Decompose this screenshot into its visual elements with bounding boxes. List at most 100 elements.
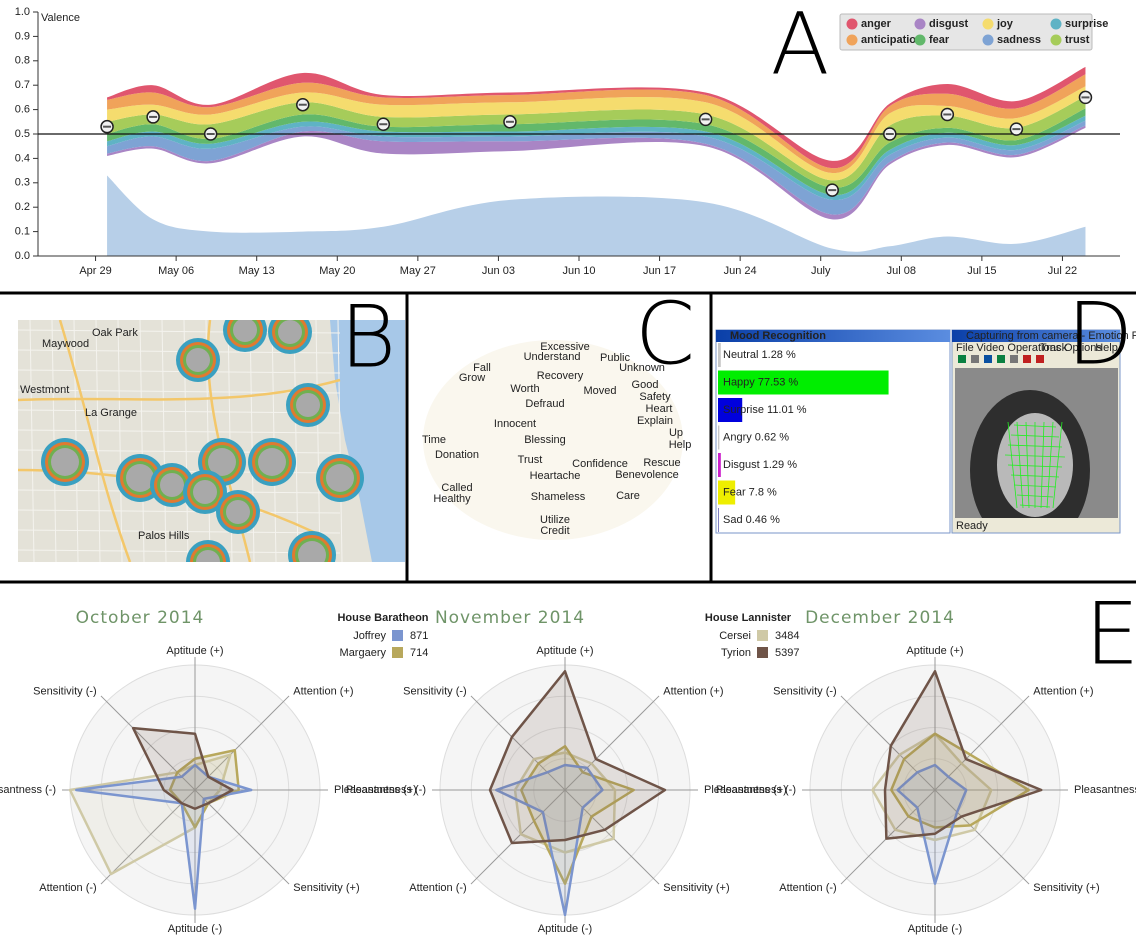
legend-total: 3484 (775, 630, 799, 642)
radar-axis-label: Sensitivity (+) (1033, 882, 1099, 894)
legend-total: 5397 (775, 647, 799, 659)
cloud-word: Explain (637, 415, 673, 427)
cloud-word: Defraud (525, 398, 564, 410)
panel-label: D (1067, 285, 1133, 385)
x-tick-label: Jun 10 (562, 265, 595, 277)
x-tick-label: May 20 (319, 265, 355, 277)
radar-axis-label: Aptitude (+) (536, 645, 593, 657)
cluster-core (326, 464, 354, 492)
cloud-word: Time (422, 434, 446, 446)
toolbar-button[interactable] (1023, 355, 1031, 363)
mood-label: Angry 0.62 % (723, 431, 789, 443)
y-tick-label: 0.2 (15, 201, 30, 213)
cloud-word: Trust (518, 454, 543, 466)
radar-axis-label: Pleasantness (-) (346, 784, 426, 796)
radar-axis-label: Attention (+) (293, 686, 353, 698)
cluster-core (193, 480, 217, 504)
cloud-word: Help (669, 439, 692, 451)
legend-swatch (392, 630, 403, 641)
radar-axis-label: Pleasantness (-) (716, 784, 796, 796)
x-tick-label: Jun 17 (643, 265, 676, 277)
figure: 0.00.10.20.30.40.50.60.70.80.91.0Valence… (0, 0, 1136, 938)
panel-label: A (771, 0, 830, 95)
menu-item[interactable]: File (956, 342, 974, 354)
toolbar-button[interactable] (958, 355, 966, 363)
panel-label: C (635, 285, 695, 385)
y-tick-label: 0.8 (15, 55, 30, 67)
y-tick-label: 0.3 (15, 177, 30, 189)
cloud-word: Excessive (540, 341, 590, 353)
panel-label: B (340, 288, 396, 388)
y-tick-label: 0.0 (15, 250, 30, 262)
mood-window: Mood RecognitionNeutral 1.28 %Happy 77.5… (716, 330, 950, 533)
cloud-word: Moved (583, 385, 616, 397)
x-tick-label: May 13 (239, 265, 275, 277)
legend-swatch (1051, 35, 1062, 46)
x-tick-label: May 27 (400, 265, 436, 277)
radar-title: November 2014 (435, 608, 585, 628)
radar-axis-label: Sensitivity (-) (773, 686, 837, 698)
legend-swatch (847, 19, 858, 30)
toolbar-button[interactable] (971, 355, 979, 363)
mood-label: Sad 0.46 % (723, 514, 780, 526)
mood-label: Neutral 1.28 % (723, 349, 796, 361)
mood-bar (718, 343, 721, 367)
legend-name: Margaery (340, 647, 387, 659)
legend-label: fear (929, 34, 950, 46)
radar-axis-label: Aptitude (-) (908, 923, 962, 935)
legend-swatch (1051, 19, 1062, 30)
y-tick-label: 0.5 (15, 128, 30, 140)
legend-label: joy (996, 18, 1014, 30)
cluster-core (233, 318, 257, 342)
legend-swatch (983, 35, 994, 46)
cluster-core (126, 464, 154, 492)
toolbar-button[interactable] (997, 355, 1005, 363)
y-tick-label: 0.1 (15, 226, 30, 238)
cloud-word: Recovery (537, 370, 584, 382)
mood-bar (718, 426, 719, 450)
cluster-core (296, 393, 320, 417)
cloud-word: Blessing (524, 434, 566, 446)
legend-total: 871 (410, 630, 428, 642)
cloud-word: Innocent (494, 418, 536, 430)
legend-total: 714 (410, 647, 428, 659)
radar-axis-label: Pleasantness (-) (0, 784, 56, 796)
place-label: La Grange (85, 407, 137, 419)
radar-axis-label: Aptitude (+) (166, 645, 223, 657)
x-tick-label: Jul 08 (887, 265, 916, 277)
radar-axis-label: Attention (+) (1033, 686, 1093, 698)
legend-label: anticipation (861, 34, 923, 46)
cloud-word: Healthy (433, 493, 471, 505)
place-label: Oak Park (92, 327, 138, 339)
cluster-core (278, 320, 302, 344)
legend-swatch (757, 647, 768, 658)
radar-axis-label: Attention (-) (779, 882, 836, 894)
legend-swatch (757, 630, 768, 641)
cloud-word: Heart (646, 403, 673, 415)
toolbar-button[interactable] (1010, 355, 1018, 363)
mood-label: Disgust 1.29 % (723, 459, 797, 471)
mood-label: Happy 77.53 % (723, 376, 798, 388)
legend-label: surprise (1065, 18, 1108, 30)
mood-bar (718, 453, 721, 477)
cloud-word: Up (669, 427, 683, 439)
legend-swatch (847, 35, 858, 46)
toolbar-button[interactable] (984, 355, 992, 363)
x-tick-label: May 06 (158, 265, 194, 277)
x-tick-label: Jun 03 (482, 265, 515, 277)
cluster-core (226, 500, 250, 524)
legend-name: Joffrey (353, 630, 386, 642)
cloud-word: Credit (540, 525, 569, 537)
legend-label: trust (1065, 34, 1090, 46)
mood-label: Fear 7.8 % (723, 486, 777, 498)
toolbar-button[interactable] (1036, 355, 1044, 363)
mood-bar (718, 508, 719, 532)
legend-swatch (915, 35, 926, 46)
panel-label: E (1085, 585, 1136, 685)
radar-axis-label: Aptitude (-) (538, 923, 592, 935)
place-label: Palos Hills (138, 530, 190, 542)
cluster-core (258, 448, 286, 476)
legend-label: anger (861, 18, 892, 30)
radar-axis-label: Attention (-) (39, 882, 96, 894)
cluster-core (186, 348, 210, 372)
